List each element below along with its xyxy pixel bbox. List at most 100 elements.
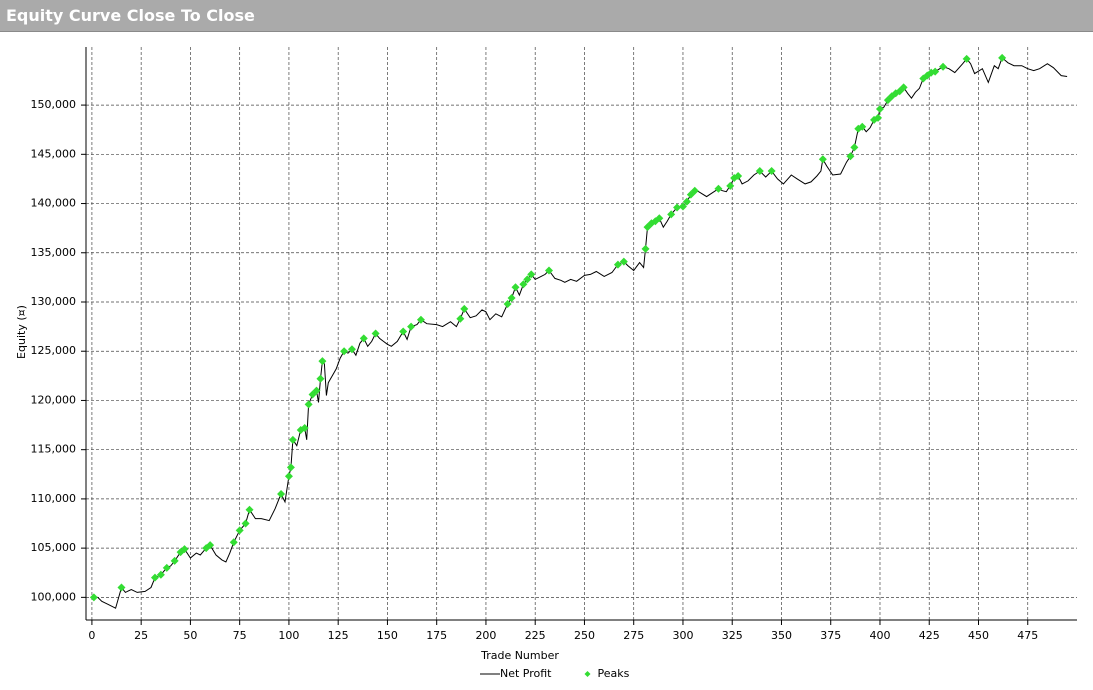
y-tick-label: 140,000 <box>31 197 77 210</box>
peak-marker <box>304 400 313 409</box>
peak-marker <box>89 593 98 602</box>
peak-marker <box>460 304 469 313</box>
peak-marker <box>667 210 676 219</box>
peak-marker <box>300 424 309 433</box>
peak-marker <box>286 463 295 472</box>
peak-marker <box>245 505 254 514</box>
x-tick-label: 225 <box>525 629 546 642</box>
peak-marker <box>399 327 408 336</box>
peak-marker <box>371 329 380 338</box>
y-tick-label: 105,000 <box>31 541 77 554</box>
y-tick-label: 135,000 <box>31 246 77 259</box>
peak-marker <box>931 67 940 76</box>
peak-marker <box>511 283 520 292</box>
peak-marker <box>962 54 971 63</box>
peak-marker <box>416 315 425 324</box>
peak-marker <box>726 181 735 190</box>
peak-marker <box>407 322 416 331</box>
x-tick-label: 450 <box>968 629 989 642</box>
peak-marker <box>456 314 465 323</box>
x-tick-label: 125 <box>328 629 349 642</box>
peak-marker <box>180 545 189 554</box>
peak-marker <box>818 155 827 164</box>
peak-marker <box>523 275 532 284</box>
peak-marker <box>277 489 286 498</box>
peak-marker <box>891 89 900 98</box>
peak-marker <box>544 266 553 275</box>
x-tick-label: 325 <box>722 629 743 642</box>
x-tick-label: 400 <box>869 629 890 642</box>
y-tick-label: 110,000 <box>31 492 77 505</box>
x-tick-label: 425 <box>919 629 940 642</box>
x-tick-label: 50 <box>183 629 197 642</box>
peak-marker <box>641 244 650 253</box>
peak-marker <box>507 294 516 303</box>
peak-marker <box>899 83 908 92</box>
x-tick-label: 100 <box>278 629 299 642</box>
y-tick-label: 145,000 <box>31 147 77 160</box>
x-tick-label: 300 <box>672 629 693 642</box>
x-tick-label: 25 <box>134 629 148 642</box>
peak-marker <box>288 435 297 444</box>
peak-marker <box>673 203 682 212</box>
peak-marker <box>619 257 628 266</box>
peak-marker <box>923 71 932 80</box>
peak-marker <box>162 563 171 572</box>
peak-marker <box>655 214 664 223</box>
equity-line <box>91 56 1068 609</box>
y-tick-label: 115,000 <box>31 443 77 456</box>
y-tick-label: 120,000 <box>31 393 77 406</box>
peak-marker <box>875 105 884 114</box>
y-tick-label: 130,000 <box>31 295 77 308</box>
peak-marker <box>312 386 321 395</box>
title-bar: Equity Curve Close To Close <box>0 0 1093 32</box>
peak-marker <box>229 538 238 547</box>
chart: Trade Number Equity (¤) 100,000 105,000 11… <box>15 47 1077 680</box>
legend-label: Peaks <box>598 667 630 680</box>
legend-label: Net Profit <box>500 667 552 680</box>
peak-marker <box>682 197 691 206</box>
peak-marker <box>241 519 250 528</box>
x-tick-label: 75 <box>233 629 247 642</box>
x-axis-label: Trade Number <box>480 649 559 662</box>
peak-marker <box>850 143 859 152</box>
peak-marker <box>150 573 159 582</box>
x-tick-label: 275 <box>623 629 644 642</box>
x-tick-label: 475 <box>1017 629 1038 642</box>
x-tick-label: 0 <box>88 629 95 642</box>
peak-marker <box>156 570 165 579</box>
x-tick-label: 250 <box>574 629 595 642</box>
legend-swatch <box>584 671 591 677</box>
peak-marker <box>939 62 948 71</box>
peak-marker <box>755 167 764 176</box>
peak-marker <box>613 260 622 269</box>
peak-marker <box>359 334 368 343</box>
peak-marker <box>503 299 512 308</box>
peak-marker <box>846 152 855 161</box>
y-tick-label: 125,000 <box>31 344 77 357</box>
y-tick-label: 150,000 <box>31 98 77 111</box>
peak-marker <box>170 556 179 565</box>
x-tick-label: 150 <box>377 629 398 642</box>
x-tick-label: 175 <box>426 629 447 642</box>
peak-marker <box>316 374 325 383</box>
y-tick-label: 100,000 <box>31 590 77 603</box>
peak-marker <box>235 526 244 535</box>
peak-marker <box>284 472 293 481</box>
peak-marker <box>347 345 356 354</box>
y-axis-label: Equity (¤) <box>15 305 28 359</box>
peak-marker <box>678 202 687 211</box>
peak-marker <box>117 583 126 592</box>
peak-marker <box>690 186 699 195</box>
peak-marker <box>519 280 528 289</box>
peak-marker <box>714 184 723 193</box>
peak-marker <box>767 167 776 176</box>
peak-marker <box>340 347 349 356</box>
peak-marker <box>206 541 215 550</box>
x-tick-label: 200 <box>475 629 496 642</box>
peak-marker <box>858 122 867 131</box>
peak-marker <box>318 357 327 366</box>
peak-marker <box>998 53 1007 62</box>
peak-marker <box>874 113 883 122</box>
peak-marker <box>734 171 743 180</box>
